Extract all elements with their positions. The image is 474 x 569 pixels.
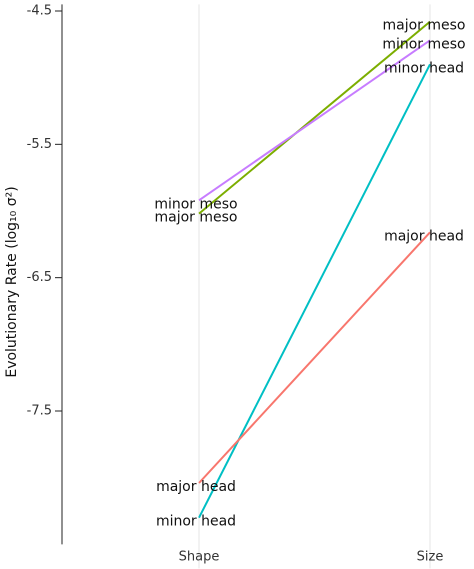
series-label: minor head (156, 514, 236, 530)
series-label: major meso (155, 210, 238, 226)
y-axis-label: Evolutionary Rate (log₁₀ σ²) (4, 186, 20, 377)
y-tick-label: -4.5 (27, 3, 52, 18)
x-tick-label: Shape (179, 550, 220, 565)
series-label: minor head (384, 60, 464, 76)
y-tick-label: -5.5 (27, 137, 52, 152)
series-line (198, 20, 431, 215)
series-line (198, 231, 431, 484)
series-label: minor meso (382, 36, 465, 52)
series-label: major head (156, 479, 236, 495)
x-tick-label: Size (417, 550, 444, 565)
series-label: major head (384, 228, 464, 244)
y-tick-label: -7.5 (27, 403, 52, 418)
y-tick-label: -6.5 (27, 270, 52, 285)
series-label: minor meso (154, 196, 237, 212)
series-line (198, 63, 431, 519)
series-line (198, 39, 431, 202)
series-label: major meso (383, 18, 466, 34)
